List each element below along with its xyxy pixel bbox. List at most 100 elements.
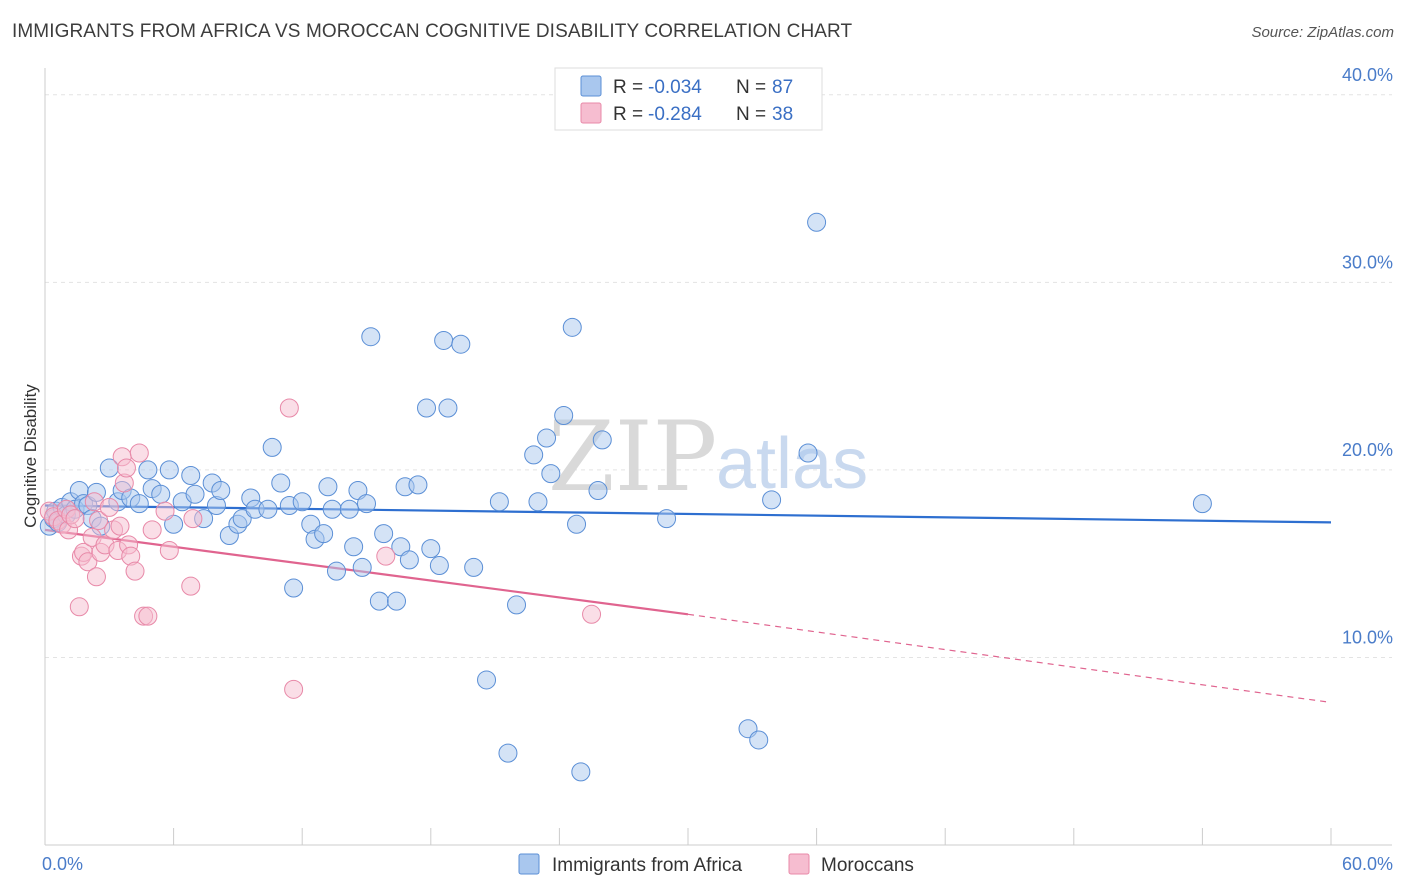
data-point-africa xyxy=(762,490,782,510)
data-point-africa xyxy=(507,595,527,615)
data-point-africa xyxy=(284,578,304,598)
data-point-africa xyxy=(326,561,346,581)
data-points xyxy=(39,212,1212,782)
x-tick-label-max: 60.0% xyxy=(1342,854,1393,874)
legend-n-label-blue: N = xyxy=(736,77,766,98)
y-tick-label: 10.0% xyxy=(1342,627,1393,647)
data-point-africa xyxy=(438,398,458,418)
data-point-africa xyxy=(524,445,544,465)
data-point-moroccans xyxy=(142,520,162,540)
data-point-moroccans xyxy=(138,606,158,626)
data-point-africa xyxy=(798,443,818,463)
chart-title: IMMIGRANTS FROM AFRICA VS MOROCCAN COGNI… xyxy=(12,21,853,42)
legend-r-value-pink: -0.284 xyxy=(648,104,702,125)
legend-swatch-blue xyxy=(580,75,602,97)
data-point-moroccans xyxy=(279,398,299,418)
data-point-moroccans xyxy=(89,511,109,531)
data-point-moroccans xyxy=(284,679,304,699)
data-point-moroccans xyxy=(65,509,85,529)
data-point-africa xyxy=(528,492,548,512)
data-point-africa xyxy=(588,481,608,501)
y-tick-labels: 10.0% 20.0% 30.0% 40.0% xyxy=(1342,65,1393,648)
y-tick-label: 40.0% xyxy=(1342,65,1393,85)
data-point-africa xyxy=(477,670,497,690)
data-point-africa xyxy=(258,499,278,519)
data-point-africa xyxy=(292,492,312,512)
data-point-africa xyxy=(374,524,394,544)
data-point-africa xyxy=(322,499,342,519)
legend-box: R = -0.034 N = 87 R = -0.284 N = 38 xyxy=(554,67,823,131)
data-point-africa xyxy=(399,550,419,570)
legend-n-value-blue: 87 xyxy=(772,77,793,98)
data-point-africa xyxy=(361,327,381,347)
data-point-africa xyxy=(262,437,282,457)
data-point-africa xyxy=(498,743,518,763)
data-point-africa xyxy=(138,460,158,480)
data-point-africa xyxy=(489,492,509,512)
data-point-africa xyxy=(339,499,359,519)
data-point-africa xyxy=(352,557,372,577)
data-point-moroccans xyxy=(69,597,89,617)
legend-n-label-pink: N = xyxy=(736,104,766,125)
data-point-africa xyxy=(369,591,389,611)
data-point-africa xyxy=(567,514,587,534)
data-point-moroccans xyxy=(116,458,136,478)
bottom-legend: Immigrants from Africa Moroccans xyxy=(518,853,914,876)
data-point-africa xyxy=(541,464,561,484)
bottom-legend-label-blue: Immigrants from Africa xyxy=(552,855,742,876)
data-point-moroccans xyxy=(159,541,179,561)
data-point-africa xyxy=(387,591,407,611)
data-point-africa xyxy=(348,481,368,501)
data-point-moroccans xyxy=(155,501,175,521)
data-point-africa xyxy=(434,330,454,350)
data-point-africa xyxy=(657,509,677,529)
data-point-africa xyxy=(344,537,364,557)
data-point-africa xyxy=(592,430,612,450)
data-point-moroccans xyxy=(125,561,145,581)
legend-n-value-pink: 38 xyxy=(772,104,793,125)
data-point-africa xyxy=(417,398,437,418)
axes xyxy=(44,68,1392,846)
data-point-africa xyxy=(537,428,557,448)
source-credit: Source: ZipAtlas.com xyxy=(1251,24,1394,41)
trend-line-moroccans-extrapolated xyxy=(687,613,1332,704)
data-point-africa xyxy=(1192,494,1212,514)
data-point-africa xyxy=(429,556,449,576)
data-point-moroccans xyxy=(110,516,130,536)
x-tick-labels: 0.0% 60.0% xyxy=(42,854,1393,874)
data-point-moroccans xyxy=(78,552,98,572)
data-point-africa xyxy=(211,481,231,501)
data-point-africa xyxy=(451,334,471,354)
data-point-africa xyxy=(271,473,291,493)
data-point-africa xyxy=(464,557,484,577)
data-point-moroccans xyxy=(181,576,201,596)
watermark-zip: ZIP xyxy=(548,401,717,513)
bottom-legend-label-pink: Moroccans xyxy=(821,855,914,876)
data-point-africa xyxy=(314,524,334,544)
bottom-legend-swatch-blue xyxy=(518,853,540,875)
y-tick-label: 20.0% xyxy=(1342,440,1393,460)
data-point-africa xyxy=(749,730,769,750)
bottom-legend-swatch-pink xyxy=(788,853,810,875)
y-axis-label: Cognitive Disability xyxy=(21,384,40,528)
legend-r-label-pink: R = xyxy=(613,104,643,125)
data-point-africa xyxy=(318,477,338,497)
data-point-moroccans xyxy=(86,567,106,587)
data-point-africa xyxy=(408,475,428,495)
data-point-moroccans xyxy=(376,546,396,566)
data-point-africa xyxy=(357,494,376,514)
y-tick-label: 30.0% xyxy=(1342,252,1393,272)
data-point-africa xyxy=(554,405,574,425)
data-point-africa xyxy=(159,460,179,480)
data-point-moroccans xyxy=(129,443,149,463)
data-point-africa xyxy=(807,212,827,232)
data-point-africa xyxy=(562,317,582,337)
gridlines xyxy=(45,94,1392,658)
data-point-africa xyxy=(164,514,184,534)
data-point-africa xyxy=(151,484,171,504)
data-point-africa xyxy=(185,484,205,504)
watermark-atlas: atlas xyxy=(716,424,868,504)
data-point-africa xyxy=(391,537,411,557)
data-point-africa xyxy=(129,494,149,514)
